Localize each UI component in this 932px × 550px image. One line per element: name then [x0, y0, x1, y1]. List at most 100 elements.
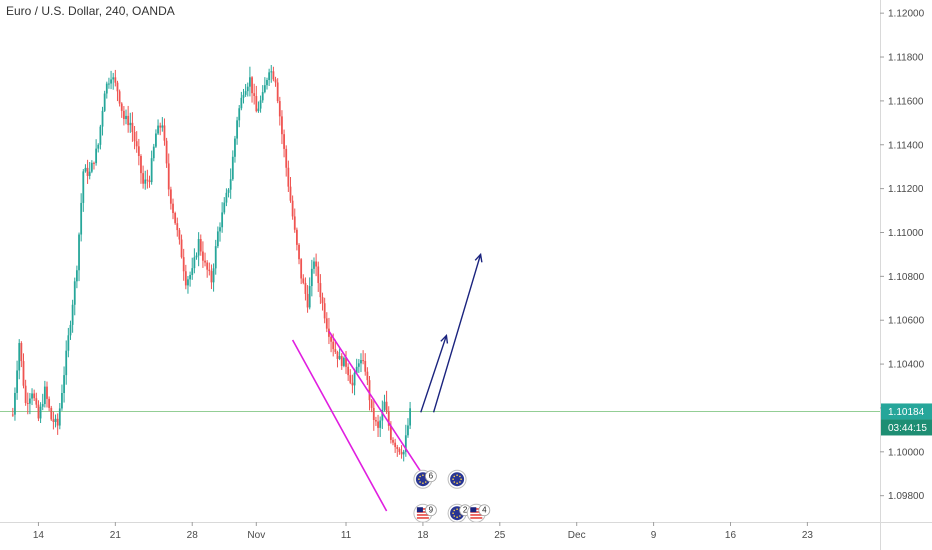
candle-body — [133, 132, 136, 142]
candle-body — [402, 451, 405, 455]
candle-body — [112, 77, 115, 80]
candle-body — [328, 328, 330, 337]
arrow-head-icon — [474, 252, 483, 263]
candle-body — [263, 85, 266, 93]
candle-body — [197, 239, 200, 256]
price-axis-panel — [880, 0, 932, 550]
candle-body — [387, 411, 390, 426]
candle-body — [383, 401, 386, 410]
candle-body — [278, 101, 281, 117]
event-count: 6 — [429, 472, 434, 481]
candle-body — [251, 77, 253, 94]
candle-body — [39, 406, 42, 419]
candle-body — [360, 360, 362, 364]
candle-body — [281, 116, 283, 135]
candle-body — [150, 158, 153, 183]
candle-body — [381, 409, 384, 421]
candle-body — [340, 356, 343, 366]
candle-body — [41, 404, 44, 407]
candle-body — [223, 202, 226, 213]
candle-body — [159, 125, 162, 128]
projection-arrow-line[interactable] — [432, 254, 482, 413]
candle-body — [69, 324, 72, 336]
candle-body — [295, 229, 298, 245]
candle-body — [169, 189, 172, 204]
channel-upper-line[interactable] — [328, 330, 426, 479]
candle-body — [268, 72, 271, 81]
candle-body — [394, 442, 397, 448]
candle-body — [140, 156, 142, 174]
candle-body — [195, 255, 198, 258]
time-axis[interactable]: 14 21 28 Nov 11 18 25 Dec 9 16 23 — [0, 522, 932, 541]
candle-body — [366, 371, 369, 381]
candle-body — [11, 414, 14, 416]
projection-arrow-line[interactable] — [420, 335, 448, 413]
candle-body — [174, 213, 177, 224]
candle-body — [291, 200, 294, 217]
event-count: 4 — [482, 506, 487, 515]
candle-body — [33, 393, 36, 399]
candle-body — [355, 366, 358, 373]
candle-body — [259, 100, 262, 109]
candle-body — [67, 335, 70, 351]
candle-body — [46, 386, 48, 399]
y-tick-label: 1.10400 — [888, 360, 925, 371]
candle-body — [93, 162, 95, 164]
channel-lower-line[interactable] — [291, 339, 388, 512]
candle-body — [317, 266, 320, 284]
candle-body — [240, 97, 243, 109]
eu-flag-icon[interactable]: 6 — [413, 469, 437, 489]
arrow-head-icon — [440, 334, 449, 344]
candle-body — [321, 297, 324, 304]
candle-body — [29, 398, 31, 404]
annotations-layer — [291, 252, 483, 512]
x-tick-label: Nov — [247, 530, 265, 541]
candle-body — [375, 420, 377, 422]
candle-body — [152, 146, 155, 159]
us-flag-icon[interactable]: 9 — [413, 503, 437, 523]
last-price-badge — [881, 403, 932, 420]
candle-body — [187, 279, 189, 286]
us-flag-icon[interactable]: 4 — [466, 503, 491, 523]
candle-body — [182, 257, 185, 272]
candle-body — [54, 418, 57, 422]
candle-body — [26, 402, 29, 404]
y-tick-label: 1.11000 — [888, 228, 924, 239]
candle-body — [178, 230, 181, 240]
candle-body — [131, 122, 134, 133]
candle-body — [24, 385, 27, 403]
candle-body — [90, 162, 93, 172]
countdown-badge — [881, 419, 932, 436]
candle-body — [379, 420, 382, 428]
chart-title: Euro / U.S. Dollar, 240, OANDA — [6, 4, 175, 18]
candle-body — [219, 227, 221, 232]
candle-body — [370, 400, 373, 408]
candle-body — [398, 449, 401, 453]
candle-body — [86, 167, 89, 176]
candle-body — [105, 83, 108, 94]
candle-body — [193, 257, 196, 269]
y-tick-label: 1.11200 — [888, 184, 924, 195]
candle-body — [202, 251, 204, 261]
candle-body — [82, 171, 85, 203]
y-tick-label: 1.10000 — [888, 447, 925, 458]
candle-body — [227, 189, 230, 193]
candle-body — [244, 91, 247, 95]
price-axis[interactable]: 1.12000 1.11800 1.11600 1.11400 1.11200 1.110… — [880, 0, 932, 550]
candle-body — [108, 83, 110, 85]
candle-body — [357, 363, 360, 367]
y-tick-label: 1.11400 — [888, 140, 924, 151]
candle-body — [349, 375, 352, 383]
candle-body — [14, 392, 16, 415]
y-tick-label: 1.11800 — [888, 53, 924, 64]
candle-body — [221, 212, 224, 228]
candle-body — [184, 271, 187, 286]
eu-flag-icon[interactable] — [447, 469, 467, 489]
candle-body — [116, 82, 119, 92]
candle-body — [52, 419, 55, 422]
candle-body — [310, 268, 313, 287]
candle-body — [110, 79, 112, 84]
candle-body — [155, 133, 157, 147]
candle-body — [283, 134, 285, 149]
